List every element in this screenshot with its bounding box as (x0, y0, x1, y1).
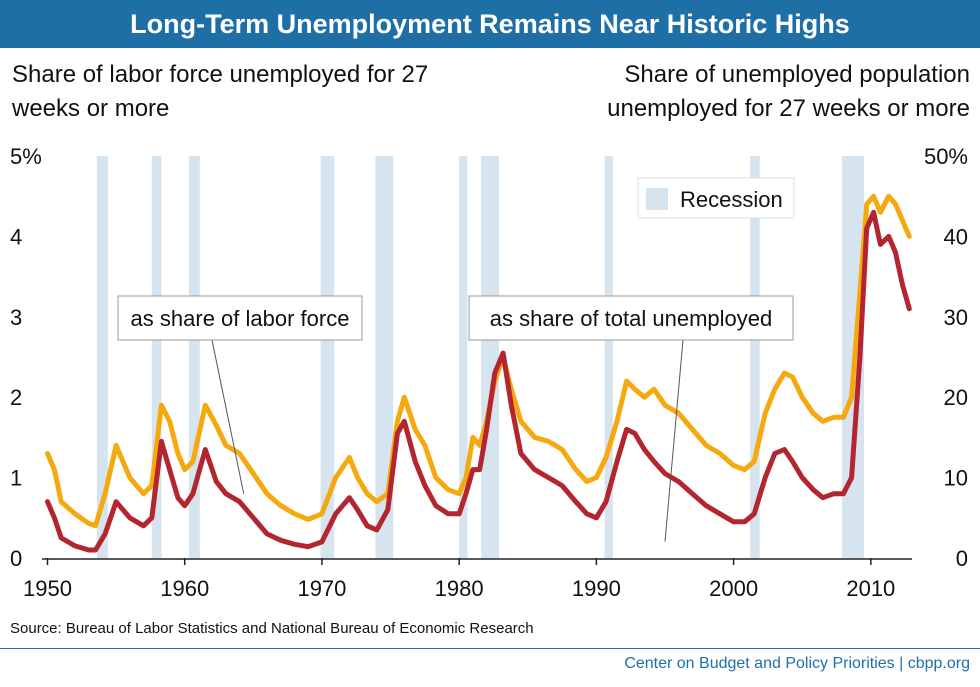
x-tick-label-2010: 2010 (846, 576, 895, 601)
recession-band-5 (375, 156, 394, 558)
y-right-tick-label-3: 30 (944, 305, 968, 330)
recession-band-7 (481, 156, 499, 558)
chart-title: Long-Term Unemployment Remains Near Hist… (0, 0, 980, 48)
recession-band-1 (96, 156, 108, 558)
annotation-leader-2 (664, 339, 684, 542)
y-left-tick-label-1: 1 (10, 466, 22, 491)
right-axis-title: Share of unemployed population unemploye… (607, 61, 970, 122)
legend-swatch-recession (646, 188, 668, 210)
y-left-tick-label-3: 3 (10, 305, 22, 330)
y-right-tick-label-1: 10 (944, 466, 968, 491)
y-left-tick-label-0: 0 (10, 546, 22, 571)
recession-band-8 (604, 156, 613, 558)
left-axis-title: Share of labor force unemployed for 27 w… (12, 61, 429, 122)
recession-band-4 (320, 156, 335, 558)
y-right-tick-label-4: 40 (944, 224, 968, 249)
annotation-text-1: as share of labor force (131, 306, 350, 331)
annotation-leader-1 (211, 339, 245, 494)
source-note: Source: Bureau of Labor Statistics and N… (10, 620, 534, 637)
annotation-box-1 (117, 295, 363, 341)
recession-band-6 (459, 156, 468, 558)
y-right-tick-label-5: 50% (924, 144, 968, 169)
y-left-tick-label-5: 5% (10, 144, 42, 169)
x-tick-label-2000: 2000 (709, 576, 758, 601)
recession-band-9 (750, 156, 760, 558)
footer-divider (0, 648, 980, 649)
x-tick-label-1990: 1990 (572, 576, 621, 601)
series-line-labor_force (45, 209, 912, 553)
y-left-tick-label-4: 4 (10, 224, 22, 249)
annotation-text-2: as share of total unemployed (490, 306, 773, 331)
x-tick-label-1960: 1960 (160, 576, 209, 601)
y-right-tick-label-0: 0 (956, 546, 968, 571)
recession-band-3 (188, 156, 200, 558)
x-tick-label-1970: 1970 (297, 576, 346, 601)
x-tick-label-1950: 1950 (23, 576, 72, 601)
y-left-tick-label-2: 2 (10, 385, 22, 410)
annotation-box-2 (468, 295, 794, 341)
legend-label-recession: Recession (680, 187, 783, 212)
credit-line: Center on Budget and Policy Priorities |… (624, 655, 970, 672)
x-tick-label-1980: 1980 (435, 576, 484, 601)
y-right-tick-label-2: 20 (944, 385, 968, 410)
recession-band-2 (151, 156, 162, 558)
series-line-unemployed (45, 193, 912, 529)
